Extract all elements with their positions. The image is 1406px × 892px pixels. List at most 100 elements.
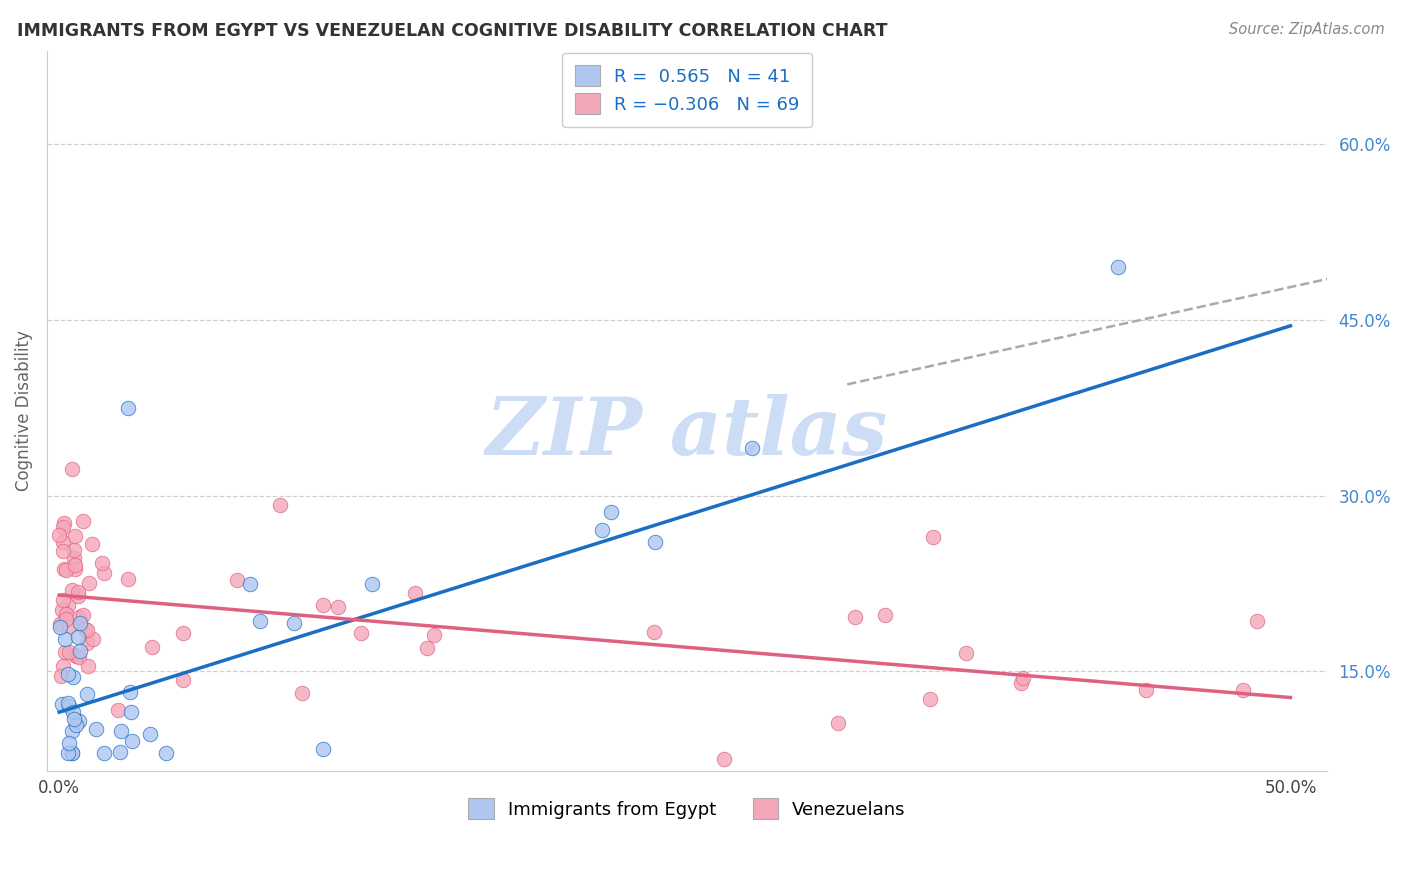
Point — [67, 585, 90, 599]
Point — [63, 562, 86, 576]
Point — [76, 623, 98, 637]
Point — [1135, 683, 1157, 698]
Point — [62, 705, 84, 719]
Point — [117, 401, 139, 415]
Point — [1012, 672, 1035, 686]
Point — [312, 742, 335, 756]
Point — [239, 577, 262, 591]
Point — [76, 636, 98, 650]
Point — [52, 535, 75, 549]
Point — [67, 650, 90, 665]
Point — [600, 505, 623, 519]
Point — [118, 685, 141, 699]
Point — [58, 746, 80, 760]
Point — [63, 558, 86, 572]
Point — [141, 640, 163, 655]
Text: Source: ZipAtlas.com: Source: ZipAtlas.com — [1229, 22, 1385, 37]
Point — [63, 529, 86, 543]
Point — [60, 723, 83, 738]
Point — [62, 543, 84, 558]
Point — [249, 615, 271, 629]
Point — [65, 648, 87, 663]
Point — [62, 550, 84, 565]
Point — [73, 622, 96, 636]
Point — [955, 646, 977, 660]
Text: ZIP atlas: ZIP atlas — [486, 393, 889, 471]
Point — [49, 616, 72, 631]
Point — [108, 745, 131, 759]
Point — [117, 572, 139, 586]
Point — [49, 669, 72, 683]
Point — [172, 625, 194, 640]
Point — [60, 746, 83, 760]
Point — [59, 618, 82, 632]
Point — [69, 616, 91, 631]
Point — [741, 442, 763, 456]
Point — [155, 746, 177, 760]
Point — [69, 644, 91, 658]
Point — [51, 592, 73, 607]
Point — [326, 600, 349, 615]
Point — [55, 611, 77, 625]
Point — [56, 696, 79, 710]
Point — [121, 733, 143, 747]
Point — [63, 648, 86, 662]
Point — [82, 632, 104, 646]
Point — [58, 698, 80, 713]
Point — [225, 573, 247, 587]
Point — [110, 724, 132, 739]
Point — [52, 519, 75, 533]
Point — [51, 603, 73, 617]
Point — [53, 632, 76, 646]
Point — [423, 628, 446, 642]
Point — [62, 712, 84, 726]
Point — [53, 562, 76, 576]
Point — [350, 626, 373, 640]
Point — [65, 717, 87, 731]
Point — [312, 598, 335, 612]
Point — [67, 610, 90, 624]
Point — [93, 746, 115, 760]
Point — [66, 590, 89, 604]
Point — [922, 530, 945, 544]
Point — [91, 556, 114, 570]
Point — [844, 609, 866, 624]
Point — [55, 562, 77, 576]
Point — [80, 537, 103, 551]
Point — [873, 607, 896, 622]
Point — [269, 498, 291, 512]
Point — [1107, 260, 1129, 275]
Text: IMMIGRANTS FROM EGYPT VS VENEZUELAN COGNITIVE DISABILITY CORRELATION CHART: IMMIGRANTS FROM EGYPT VS VENEZUELAN COGN… — [17, 22, 887, 40]
Point — [52, 659, 75, 673]
Point — [283, 615, 305, 630]
Point — [79, 576, 101, 591]
Point — [172, 673, 194, 688]
Point — [93, 566, 115, 580]
Point — [360, 577, 382, 591]
Legend: Immigrants from Egypt, Venezuelans: Immigrants from Egypt, Venezuelans — [461, 791, 912, 827]
Point — [77, 659, 100, 673]
Y-axis label: Cognitive Disability: Cognitive Disability — [15, 330, 32, 491]
Point — [1010, 676, 1032, 690]
Point — [1246, 615, 1268, 629]
Point — [1232, 682, 1254, 697]
Point — [827, 716, 849, 731]
Point — [291, 686, 314, 700]
Point — [72, 514, 94, 528]
Point — [58, 736, 80, 750]
Point — [643, 624, 665, 639]
Point — [48, 528, 70, 542]
Point — [56, 598, 79, 612]
Point — [644, 535, 666, 549]
Point — [416, 640, 439, 655]
Point — [918, 691, 941, 706]
Point — [591, 524, 613, 538]
Point — [138, 727, 160, 741]
Point — [86, 722, 108, 736]
Point — [56, 666, 79, 681]
Point — [52, 544, 75, 558]
Point — [66, 630, 89, 644]
Point — [60, 462, 83, 476]
Point — [62, 582, 84, 597]
Point — [53, 645, 76, 659]
